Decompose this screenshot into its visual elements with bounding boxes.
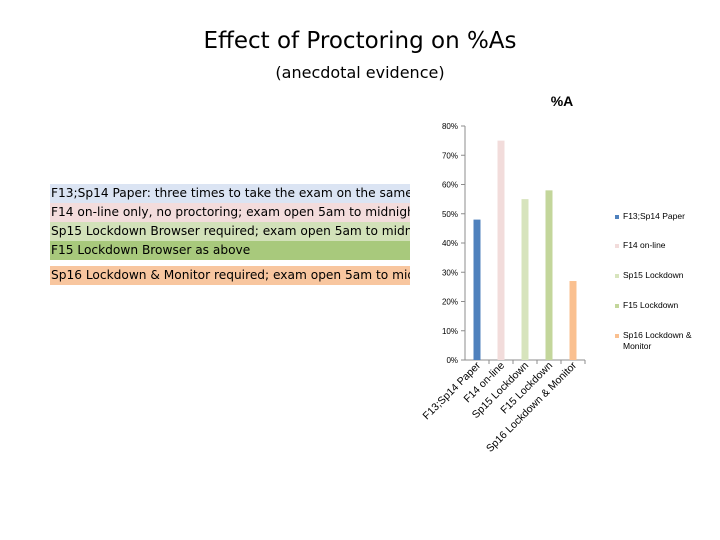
note-paper: F13;Sp14 Paper: three times to take the … bbox=[50, 184, 410, 203]
y-tick-label: 40% bbox=[442, 239, 458, 248]
y-tick-label: 20% bbox=[442, 298, 458, 307]
bar bbox=[521, 199, 529, 360]
y-tick-label: 30% bbox=[442, 268, 458, 277]
slide-title: Effect of Proctoring on %As bbox=[203, 28, 517, 54]
y-tick-label: 70% bbox=[442, 151, 458, 160]
chart-title: %A bbox=[551, 93, 574, 109]
legend-label: Monitor bbox=[623, 341, 652, 351]
note-sp15-lockdown: Sp15 Lockdown Browser required; exam ope… bbox=[50, 222, 410, 241]
legend-label: F13;Sp14 Paper bbox=[623, 211, 685, 221]
legend-label: F15 Lockdown bbox=[623, 300, 679, 310]
y-tick-label: 50% bbox=[442, 210, 458, 219]
note-online: F14 on-line only, no proctoring; exam op… bbox=[50, 203, 410, 222]
y-tick-label: 60% bbox=[442, 181, 458, 190]
legend-label: Sp15 Lockdown bbox=[623, 270, 684, 280]
y-tick-label: 10% bbox=[442, 327, 458, 336]
percent-a-chart: %A 0% 10% 20% 30% 40% 50% 60% 70% 80% F13;Sp14 Pap… bbox=[421, 93, 692, 455]
legend-label: Sp16 Lockdown & bbox=[623, 330, 692, 340]
y-tick-label: 80% bbox=[442, 122, 458, 131]
bar bbox=[473, 219, 481, 360]
legend-swatch bbox=[615, 274, 619, 278]
legend-swatch bbox=[615, 215, 619, 219]
slide-subtitle: (anecdotal evidence) bbox=[275, 63, 445, 82]
bar bbox=[569, 281, 577, 360]
note-sp16-monitor: Sp16 Lockdown & Monitor required; exam o… bbox=[50, 266, 410, 285]
legend-label: F14 on-line bbox=[623, 240, 666, 250]
condition-notes: F13;Sp14 Paper: three times to take the … bbox=[50, 184, 410, 285]
legend-swatch bbox=[615, 244, 619, 248]
y-tick-label: 0% bbox=[446, 356, 458, 365]
bar bbox=[545, 190, 553, 360]
legend-swatch bbox=[615, 334, 619, 338]
legend-swatch bbox=[615, 304, 619, 308]
note-f15-lockdown: F15 Lockdown Browser as above bbox=[50, 241, 410, 260]
bar bbox=[497, 140, 505, 360]
